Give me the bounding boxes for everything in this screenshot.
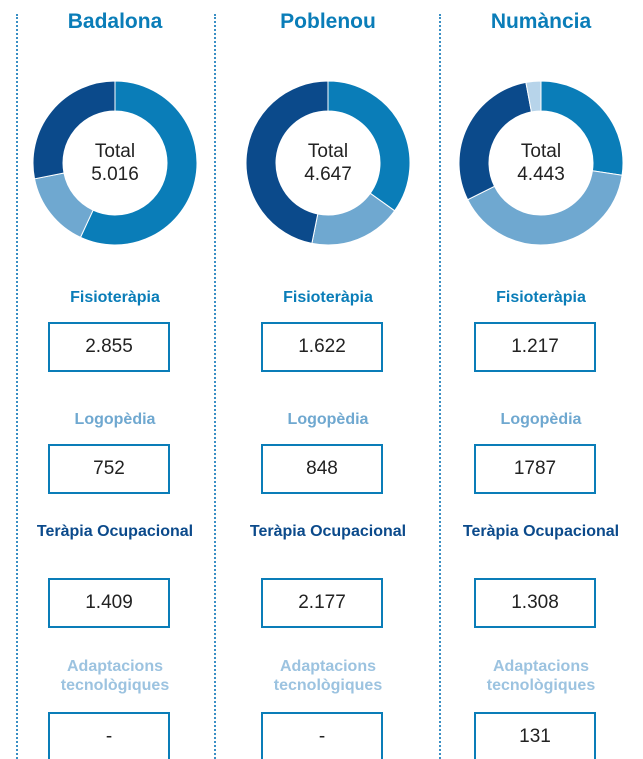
category-label: Logopèdia [500,411,582,428]
center-label: Total [308,141,348,162]
category-label: Logopèdia [287,411,369,428]
center-label: Total [521,141,561,162]
category-label: Adaptacions tecnològiques [60,658,170,694]
value-box: - [48,712,170,759]
value-box: 752 [48,444,170,494]
donut-segment [33,172,94,239]
value-box: 1.217 [474,322,596,372]
category-label: Fisioteràpia [496,289,586,306]
column-title: Poblenou [280,10,376,33]
value-box: 2.177 [261,578,383,628]
separator [439,14,441,759]
category-label: Adaptacions tecnològiques [486,658,596,694]
total-value: 4.443 [517,164,565,185]
category-label: Teràpia Ocupacional [462,523,620,540]
separator [16,14,18,759]
value-box: 1.409 [48,578,170,628]
category-label: Teràpia Ocupacional [36,523,194,540]
donut-segment [467,170,623,246]
donut-segment [245,80,329,244]
column: Poblenou Total 4.647 Fisioteràpia 1.622 Logop… [223,0,433,759]
category-label: Fisioteràpia [283,289,373,306]
category-label: Adaptacions tecnològiques [273,658,383,694]
value-box: 2.855 [48,322,170,372]
column: Badalona Total 5.016 Fisioteràpia 2.855 Logop… [10,0,220,759]
donut-segment [327,80,411,212]
category-label: Logopèdia [74,411,156,428]
column-title: Numància [490,10,592,33]
column-title: Badalona [67,10,163,33]
donut-segment [32,80,116,180]
value-box: - [261,712,383,759]
total-value: 5.016 [91,164,139,185]
value-box: 848 [261,444,383,494]
donut-segment [79,80,198,246]
donut-segment [525,80,542,113]
value-box: 1.308 [474,578,596,628]
category-label: Fisioteràpia [70,289,160,306]
column: Numància Total 4.443 Fisioteràpia 1.217 Logop… [436,0,643,759]
value-box: 131 [474,712,596,759]
separator [214,14,216,759]
value-box: 1787 [474,444,596,494]
value-box: 1.622 [261,322,383,372]
total-value: 4.647 [304,164,352,185]
center-label: Total [95,141,135,162]
category-label: Teràpia Ocupacional [249,523,407,540]
